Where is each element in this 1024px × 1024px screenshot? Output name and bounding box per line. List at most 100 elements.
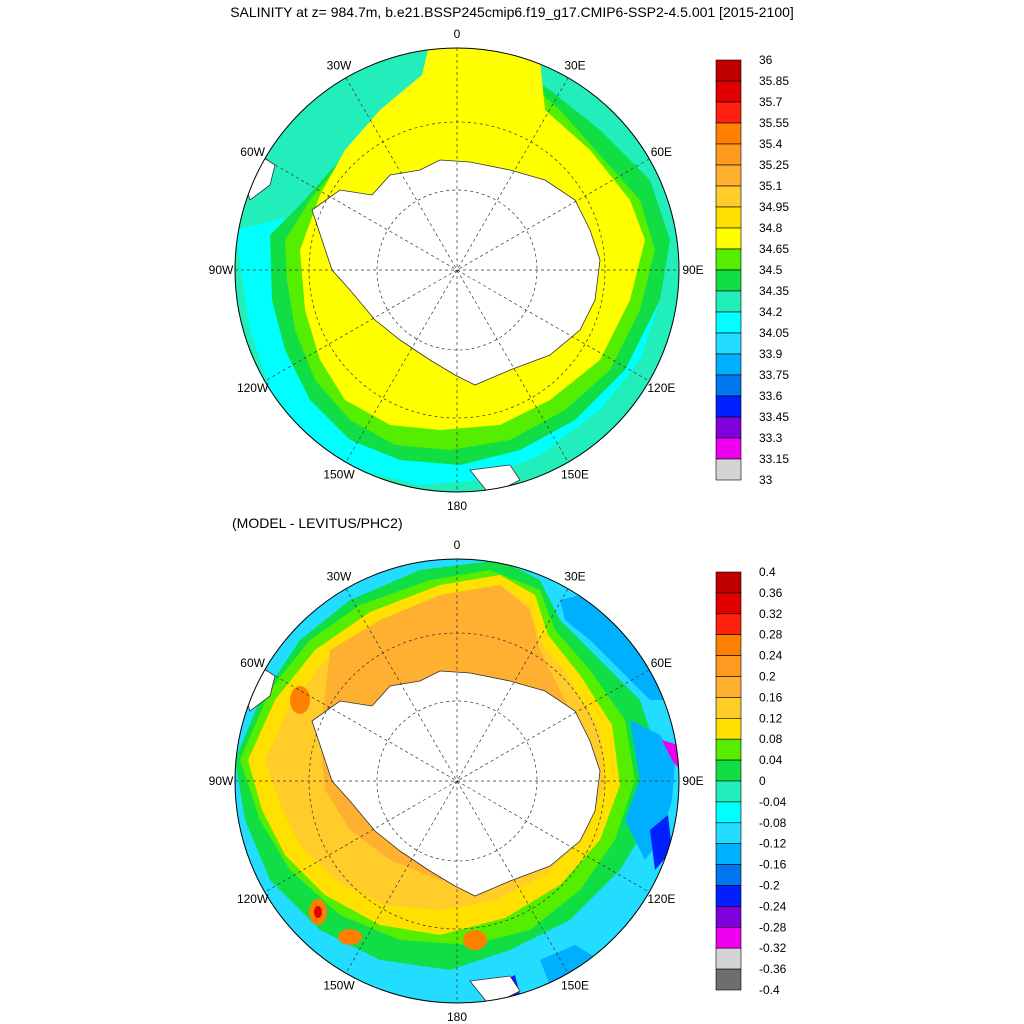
colorbar-level-label: 0.32: [759, 607, 783, 621]
colorbar-level-label: 0.24: [759, 649, 783, 663]
longitude-label: 150E: [561, 467, 589, 481]
colorbar-swatch: [715, 185, 742, 208]
colorbar-level-label: 35.7: [759, 95, 783, 109]
colorbar-level-label: -0.2: [759, 879, 780, 893]
salinity-colorbar: 36 35.85 35.7 35.55 35.4 35.25 35.1 34.95 34.8 34…: [715, 53, 789, 487]
colorbar-swatch: [715, 759, 742, 782]
colorbar-level-label: 35.1: [759, 179, 783, 193]
difference-colorbar: 0.4 0.36 0.32 0.28 0.24 0.2 0.16 0.12 0.08 0.04 0 -…: [715, 565, 787, 997]
longitude-label: 0: [454, 538, 461, 552]
colorbar-level-label: 0.04: [759, 753, 783, 767]
colorbar-level-label: 33.9: [759, 347, 783, 361]
colorbar-swatch: [715, 416, 742, 439]
colorbar-level-label: 35.55: [759, 116, 789, 130]
colorbar-swatch: [715, 655, 742, 677]
longitude-label: 120E: [647, 892, 675, 906]
longitude-label: 150E: [561, 978, 589, 992]
colorbar-swatch: [715, 59, 742, 82]
longitude-label: 60E: [651, 145, 672, 159]
colorbar-swatch: [715, 122, 742, 145]
longitude-label: 60E: [651, 656, 672, 670]
colorbar-swatch: [715, 864, 742, 886]
colorbar-level-label: -0.28: [759, 920, 787, 934]
colorbar-level-label: 0.12: [759, 711, 783, 725]
colorbar-level-label: 34.35: [759, 284, 789, 298]
colorbar-swatch: [715, 843, 742, 865]
colorbar-swatch: [715, 697, 742, 719]
colorbar-level-label: -0.36: [759, 962, 787, 976]
colorbar-swatch: [715, 738, 742, 761]
longitude-label: 120E: [647, 381, 675, 395]
colorbar-level-label: 0: [759, 774, 766, 788]
colorbar-swatch: [715, 206, 742, 229]
colorbar-swatch: [715, 947, 742, 970]
colorbar-level-label: 33.75: [759, 368, 789, 382]
colorbar-swatch: [715, 717, 742, 740]
colorbar-swatch: [715, 269, 742, 292]
colorbar-level-label: 0.08: [759, 732, 783, 746]
longitude-label: 60W: [240, 656, 265, 670]
colorbar-swatch: [715, 885, 742, 907]
colorbar-swatch: [715, 926, 742, 949]
longitude-label: 60W: [240, 145, 265, 159]
colorbar-level-label: 34.5: [759, 263, 783, 277]
longitude-label: 30E: [564, 570, 585, 584]
longitude-label: 120W: [237, 892, 269, 906]
colorbar-swatch: [715, 311, 742, 334]
longitude-label: 120W: [237, 381, 269, 395]
colorbar-level-label: 35.85: [759, 74, 789, 88]
colorbar-swatch: [715, 801, 742, 824]
colorbar-swatch: [715, 968, 742, 991]
colorbar-swatch: [715, 332, 742, 355]
colorbar-level-label: 35.4: [759, 137, 783, 151]
salinity-map: 0 30E 60E 90E 120E 150E 180 150W 120W 90W 60W 30W: [209, 27, 704, 513]
longitude-label: 30W: [327, 570, 352, 584]
colorbar-swatch: [715, 780, 742, 803]
colorbar-level-label: 33.45: [759, 410, 789, 424]
colorbar-swatch: [715, 906, 742, 928]
longitude-label: 90W: [209, 263, 234, 277]
difference-graticule: [235, 559, 679, 1003]
colorbar-level-label: -0.04: [759, 795, 787, 809]
colorbar-swatch: [715, 437, 742, 460]
colorbar-level-label: -0.24: [759, 899, 787, 913]
colorbar-level-label: 33.6: [759, 389, 783, 403]
colorbar-level-label: 0.4: [759, 565, 776, 579]
difference-field: [235, 559, 679, 1003]
colorbar-level-label: -0.16: [759, 858, 787, 872]
colorbar-swatch: [715, 458, 742, 481]
colorbar-swatch: [715, 101, 742, 124]
colorbar-swatch: [715, 613, 742, 635]
colorbar-level-label: 0.28: [759, 628, 783, 642]
colorbar-level-label: 35.25: [759, 158, 789, 172]
colorbar-swatch: [715, 634, 742, 656]
colorbar-level-label: 33.15: [759, 452, 789, 466]
longitude-label: 150W: [323, 978, 355, 992]
colorbar-swatch: [715, 164, 742, 187]
colorbar-level-label: -0.08: [759, 816, 787, 830]
colorbar-level-label: 34.2: [759, 305, 783, 319]
colorbar-swatch: [715, 227, 742, 250]
longitude-label: 90E: [682, 774, 703, 788]
longitude-label: 30W: [327, 59, 352, 73]
colorbar-swatch: [715, 248, 742, 271]
colorbar-level-label: 33.3: [759, 431, 783, 445]
longitude-label: 0: [454, 27, 461, 41]
colorbar-level-label: 34.65: [759, 242, 789, 256]
colorbar-level-label: -0.4: [759, 983, 780, 997]
longitude-label: 180: [447, 1010, 467, 1024]
colorbar-level-label: 0.36: [759, 586, 783, 600]
colorbar-swatch: [715, 290, 742, 313]
colorbar-swatch: [715, 80, 742, 103]
difference-subtitle: (MODEL - LEVITUS/PHC2): [232, 515, 403, 531]
colorbar-swatch: [715, 374, 742, 397]
difference-longitude-labels: 0 30E 60E 90E 120E 150E 180 150W 120W 90W 60W 30W: [209, 538, 704, 1024]
colorbar-level-label: 34.95: [759, 200, 789, 214]
longitude-label: 30E: [564, 59, 585, 73]
difference-map: 0 30E 60E 90E 120E 150E 180 150W 120W 90W 60W 30W: [209, 538, 704, 1024]
colorbar-swatch: [715, 143, 742, 166]
colorbar-swatch: [715, 822, 742, 844]
colorbar-swatch: [715, 353, 742, 376]
salinity-longitude-labels: 0 30E 60E 90E 120E 150E 180 150W 120W 90W 60W 30W: [209, 27, 704, 513]
